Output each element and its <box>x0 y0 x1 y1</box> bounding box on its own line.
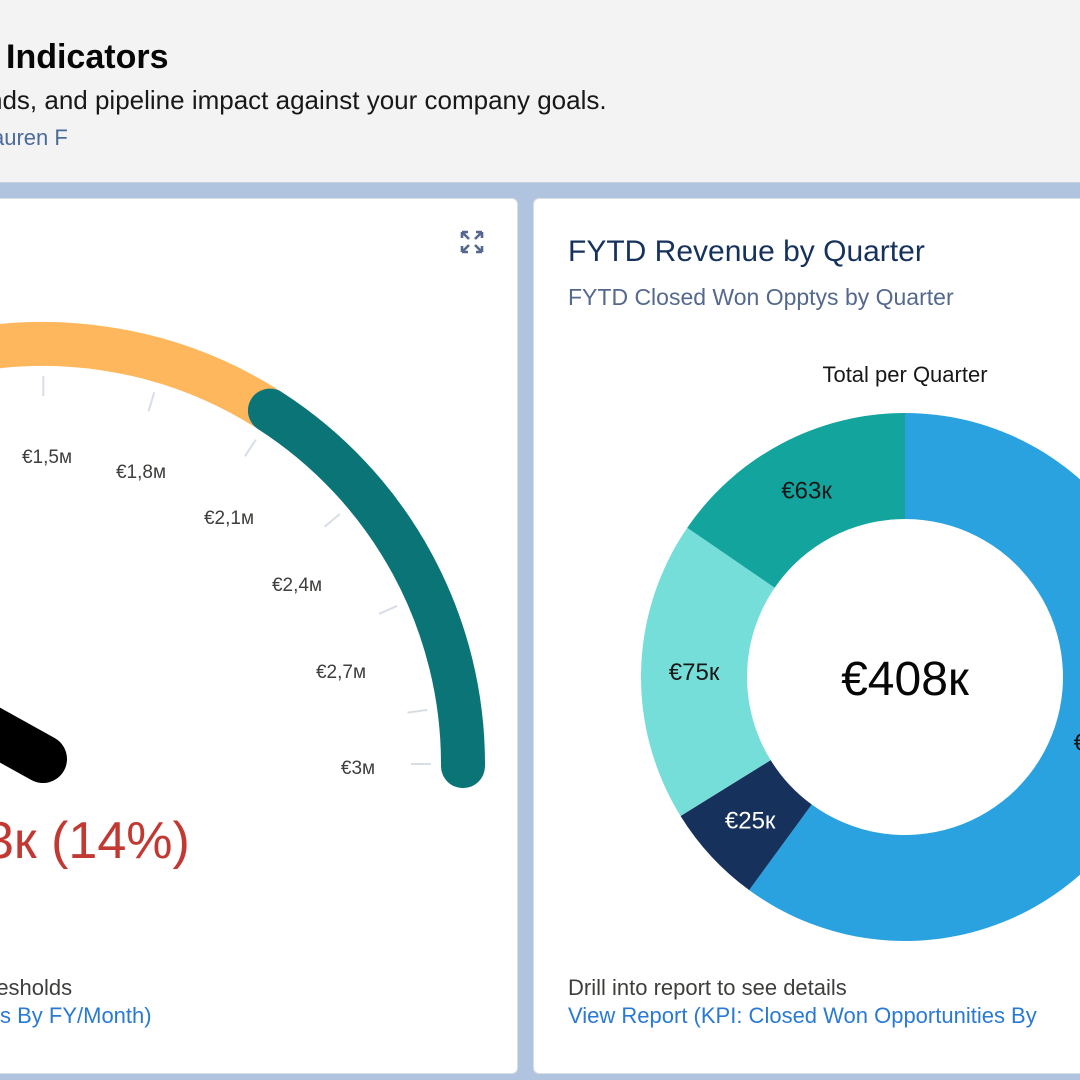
donut-footer-note: Drill into report to see details <box>568 975 847 1000</box>
gauge-tick-mark <box>244 439 257 457</box>
gauge-chart: €1,5м €1,8м €2,1м €2,4м €2,7м €3м <box>0 322 485 789</box>
gauge-tick-label: €2,1м <box>204 508 254 529</box>
expand-icon[interactable] <box>459 229 485 255</box>
gauge-tick-label: €1,8м <box>116 462 166 483</box>
gauge-footer-note: resholds <box>0 975 73 1000</box>
gauge-value: 3к (14%) <box>0 812 190 870</box>
donut-slice[interactable] <box>641 527 775 816</box>
gauge-tick-mark <box>407 708 428 714</box>
donut-slice-label: €75к <box>669 659 720 686</box>
gauge-view-report-link[interactable]: ys By FY/Month) <box>0 1003 152 1028</box>
donut-slice[interactable] <box>749 413 1080 941</box>
gauge-tick-label: €3м <box>341 758 375 779</box>
gauge-needle <box>0 707 67 783</box>
owner-link[interactable]: auren F <box>0 125 68 150</box>
donut-slice-label: €245к <box>1074 730 1080 757</box>
gauge-tick-label: €2,4м <box>272 575 322 596</box>
gauge-band-yellow <box>0 322 282 430</box>
gauge-tick-mark <box>378 604 398 615</box>
page-description: nds, and pipeline impact against your co… <box>0 85 607 115</box>
dashboard-header: Indicators nds, and pipeline impact agai… <box>0 0 1080 183</box>
gauge-tick-label: €2,7м <box>316 662 366 683</box>
donut-center-total: €408к <box>841 653 970 706</box>
card-title: FYTD Revenue by Quarter <box>568 235 925 268</box>
donut-slice-label: €25к <box>725 807 776 834</box>
card-subtitle: FYTD Closed Won Opptys by Quarter <box>568 284 954 310</box>
donut-slice[interactable] <box>680 760 812 891</box>
chart-title: Total per Quarter <box>822 362 988 387</box>
donut-card: FYTD Revenue by Quarter FYTD Closed Won … <box>533 198 1080 1074</box>
donut-slice[interactable] <box>687 413 905 588</box>
gauge-tick-mark <box>147 392 156 412</box>
gauge-tick-mark <box>323 513 341 528</box>
donut-slice-label: €63к <box>781 477 832 504</box>
donut-view-report-link[interactable]: View Report (KPI: Closed Won Opportuniti… <box>568 1003 1037 1028</box>
gauge-card: €1,5м €1,8м €2,1м €2,4м €2,7м €3м 3к (14… <box>0 198 518 1074</box>
donut-chart: €245к €25к €75к €63к €408к <box>641 413 1080 941</box>
gauge-band-green <box>247 388 485 789</box>
gauge-tick-label: €1,5м <box>22 447 72 468</box>
page-title: Indicators <box>6 38 169 76</box>
